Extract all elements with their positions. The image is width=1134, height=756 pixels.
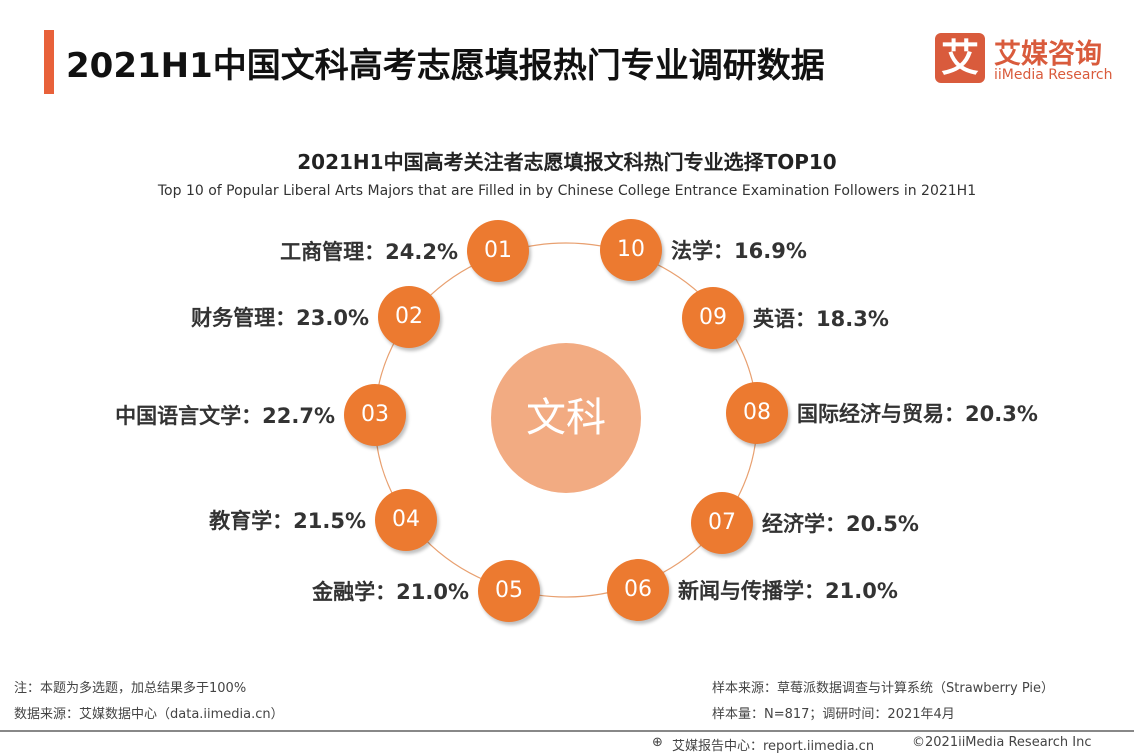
- major-label: 国际经济与贸易：20.3%: [797, 398, 1038, 428]
- major-name: 中国语言文学: [115, 404, 242, 428]
- separator: ：: [241, 404, 263, 428]
- major-value: 21.0%: [825, 579, 898, 603]
- major-name: 财务管理: [191, 306, 276, 330]
- major-name: 法学: [671, 239, 713, 263]
- chart-title: 2021H1中国高考关注者志愿填报文科热门专业选择TOP10: [297, 150, 837, 174]
- major-value: 21.0%: [396, 580, 469, 604]
- major-label: 教育学：21.5%: [0, 505, 366, 535]
- major-value: 16.9%: [734, 239, 807, 263]
- major-value: 22.7%: [262, 404, 335, 428]
- rank-node-01: 01: [467, 220, 529, 282]
- separator: ：: [804, 579, 825, 603]
- major-value: 21.5%: [293, 509, 366, 533]
- rank-node-03: 03: [344, 384, 406, 446]
- logo-mark: 艾: [935, 33, 985, 83]
- rank-node-05: 05: [478, 560, 540, 622]
- title-accent-bar: [44, 30, 54, 94]
- logo-en: iiMedia Research: [994, 67, 1113, 83]
- major-label: 中国语言文学：22.7%: [0, 400, 335, 430]
- major-name: 教育学: [209, 509, 273, 533]
- major-value: 20.5%: [846, 512, 919, 536]
- copyright: ©2021iiMedia Research Inc: [912, 735, 1092, 750]
- report-link[interactable]: 艾媒报告中心：report.iimedia.cn: [672, 739, 875, 754]
- separator: ：: [795, 307, 816, 331]
- rank-node-08: 08: [726, 382, 788, 444]
- logo-cn: 艾媒咨询: [994, 39, 1102, 70]
- center-circle: 文科: [491, 343, 641, 493]
- major-label: 英语：18.3%: [753, 303, 889, 333]
- major-label: 法学：16.9%: [671, 235, 807, 265]
- rank-node-10: 10: [600, 219, 662, 281]
- major-name: 新闻与传播学: [678, 579, 804, 603]
- footnote: 注：本题为多选题，加总结果多于100%: [14, 681, 247, 696]
- major-name: 经济学: [762, 512, 825, 536]
- major-label: 金融学：21.0%: [69, 576, 469, 606]
- separator: ：: [375, 580, 397, 604]
- major-value: 23.0%: [296, 306, 369, 330]
- major-name: 国际经济与贸易: [797, 402, 944, 426]
- globe-icon: ⊕: [652, 735, 663, 750]
- footer-divider: [0, 730, 1134, 732]
- rank-node-07: 07: [691, 492, 753, 554]
- major-value: 18.3%: [816, 307, 889, 331]
- rank-node-09: 09: [682, 287, 744, 349]
- major-label: 新闻与传播学：21.0%: [678, 575, 898, 605]
- rank-node-04: 04: [375, 489, 437, 551]
- chart-subtitle: Top 10 of Popular Liberal Arts Majors th…: [157, 183, 977, 199]
- sample-source: 样本来源：草莓派数据调查与计算系统（Strawberry Pie）: [712, 681, 1054, 696]
- separator: ：: [275, 306, 297, 330]
- major-name: 英语: [753, 307, 795, 331]
- sample-size: 样本量：N=817；调研时间：2021年4月: [712, 707, 955, 722]
- separator: ：: [944, 402, 965, 426]
- separator: ：: [825, 512, 846, 536]
- major-label: 经济学：20.5%: [762, 508, 919, 538]
- major-name: 工商管理: [280, 240, 365, 264]
- data-source: 数据来源：艾媒数据中心（data.iimedia.cn）: [14, 707, 284, 722]
- rank-node-06: 06: [607, 559, 669, 621]
- major-label: 财务管理：23.0%: [0, 302, 369, 332]
- separator: ：: [364, 240, 386, 264]
- separator: ：: [713, 239, 734, 263]
- separator: ：: [272, 509, 294, 533]
- major-value: 20.3%: [965, 402, 1038, 426]
- major-name: 金融学: [312, 580, 376, 604]
- rank-node-02: 02: [378, 286, 440, 348]
- page-title: 2021H1中国文科高考志愿填报热门专业调研数据: [66, 46, 825, 86]
- major-label: 工商管理：24.2%: [58, 236, 458, 266]
- major-value: 24.2%: [385, 240, 458, 264]
